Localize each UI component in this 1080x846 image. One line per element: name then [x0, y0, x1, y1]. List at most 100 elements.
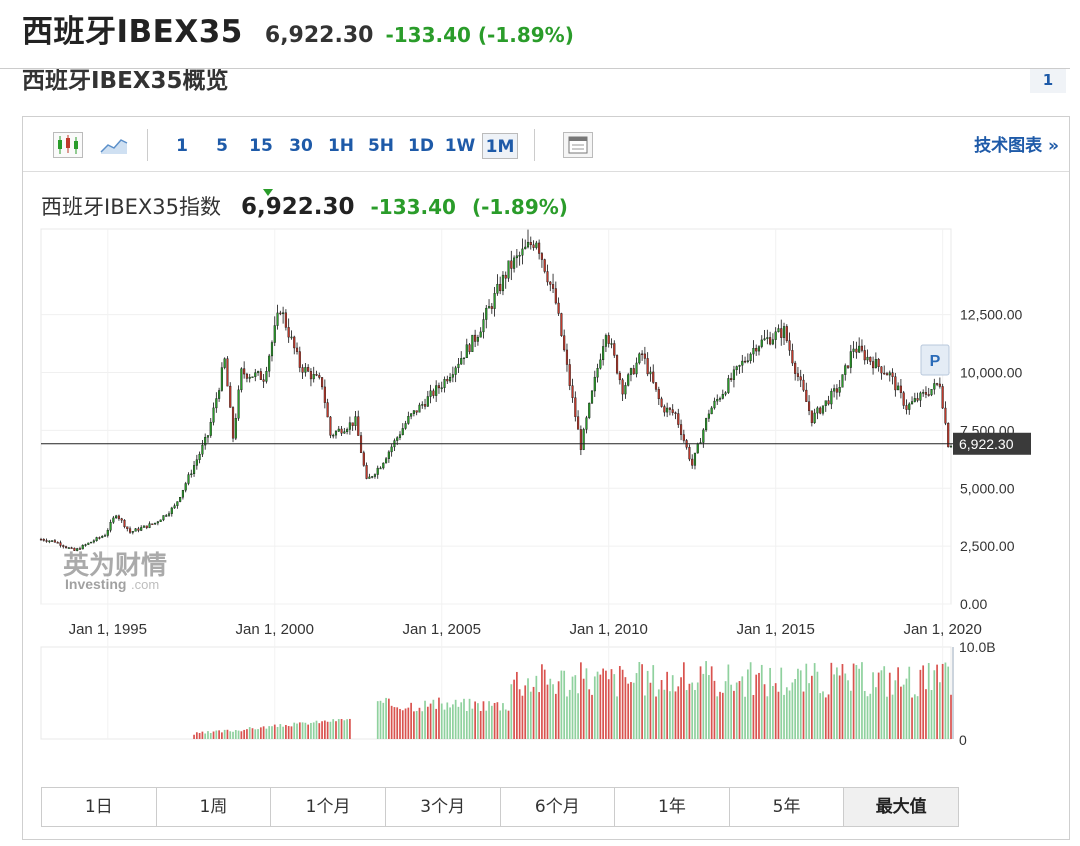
candle-body — [73, 547, 76, 551]
volume-bar — [243, 729, 246, 739]
volume-bar — [902, 684, 905, 739]
volume-bar — [847, 680, 849, 739]
interval-5[interactable]: 5 — [216, 136, 228, 156]
interval-1d[interactable]: 1D — [408, 136, 434, 156]
candle-body — [462, 357, 466, 360]
candle-body — [287, 327, 290, 338]
candle-body — [426, 396, 429, 407]
candle-body — [412, 410, 415, 414]
candle-body — [933, 383, 936, 390]
volume-bar — [688, 683, 691, 739]
candle-body — [128, 528, 132, 533]
candle-body — [677, 413, 680, 425]
range-5y[interactable]: 5年 — [730, 788, 845, 826]
volume-bar — [610, 669, 613, 739]
range-1d[interactable]: 1日 — [42, 788, 157, 826]
candle-body — [724, 392, 727, 395]
volume-bar — [936, 664, 938, 739]
chart-toolbar: 1 5 15 30 1H 5H 1D 1W 1M 技术图表 » — [23, 117, 1069, 172]
volume-bar — [580, 662, 582, 739]
volume-bar — [232, 731, 234, 739]
candle-body — [84, 544, 87, 546]
candle-body — [693, 452, 697, 466]
range-1m[interactable]: 1个月 — [271, 788, 386, 826]
candle-body — [585, 417, 588, 430]
volume-bar — [849, 690, 852, 739]
volume-bar — [541, 664, 543, 739]
candlestick-icon[interactable] — [53, 132, 83, 158]
volume-bar — [207, 731, 209, 739]
range-max[interactable]: 最大值 — [844, 788, 958, 826]
volume-bar — [671, 675, 674, 739]
volume-bar — [585, 668, 588, 739]
candle-body — [401, 428, 404, 435]
candle-body — [902, 392, 905, 406]
technical-chart-link[interactable]: 技术图表 » — [974, 136, 1059, 156]
candle-body — [240, 368, 243, 391]
volume-bar — [435, 708, 438, 739]
volume-tick-label: 0 — [959, 732, 967, 748]
volume-bar — [293, 722, 296, 739]
range-6m[interactable]: 6个月 — [501, 788, 616, 826]
candle-body — [334, 431, 338, 436]
volume-bar — [744, 696, 746, 739]
candle-body — [883, 372, 886, 375]
candle-body — [98, 537, 101, 539]
volume-bar — [482, 701, 485, 739]
candle-body — [229, 385, 232, 408]
volume-bar — [897, 667, 899, 739]
candle-body — [810, 410, 813, 423]
interval-1[interactable]: 1 — [176, 136, 188, 156]
range-1y[interactable]: 1年 — [615, 788, 730, 826]
interval-30[interactable]: 30 — [289, 136, 313, 156]
candle-body — [579, 429, 582, 450]
volume-bar — [752, 694, 755, 739]
volume-bar — [616, 696, 618, 739]
candle-body — [59, 542, 62, 546]
candle-body — [629, 368, 633, 375]
volume-bar — [234, 730, 237, 739]
volume-bar — [304, 722, 307, 739]
volume-bar — [193, 734, 195, 739]
candle-body — [821, 405, 825, 414]
calendar-icon[interactable] — [563, 132, 593, 158]
volume-bar — [262, 726, 265, 739]
interval-1w[interactable]: 1W — [444, 136, 476, 156]
volume-bar — [524, 685, 527, 739]
candle-body — [276, 312, 279, 326]
candle-body — [869, 356, 872, 362]
volume-bar — [852, 663, 855, 739]
volume-bar — [791, 682, 794, 739]
candle-body — [643, 353, 646, 359]
volume-bar — [315, 720, 318, 739]
candle-body — [752, 348, 755, 355]
interval-1m[interactable]: 1M — [482, 133, 518, 159]
candle-body — [554, 288, 557, 304]
overview-badge[interactable]: 1 — [1030, 69, 1066, 93]
volume-bar — [913, 694, 916, 739]
candle-body — [727, 378, 730, 393]
interval-15[interactable]: 15 — [249, 136, 273, 156]
quote-change: -133.40 — [370, 195, 456, 219]
range-1w[interactable]: 1周 — [157, 788, 272, 826]
interval-1h[interactable]: 1H — [327, 136, 355, 156]
candle-body — [346, 429, 349, 432]
candle-body — [549, 281, 552, 285]
candle-body — [64, 546, 68, 548]
range-3m[interactable]: 3个月 — [386, 788, 501, 826]
y-tick-label: 0.00 — [960, 596, 987, 612]
area-chart-icon[interactable] — [99, 132, 129, 158]
candle-body — [142, 525, 146, 528]
volume-bar — [858, 668, 861, 739]
volume-bar — [421, 711, 424, 739]
candle-body — [148, 523, 151, 528]
candle-body — [780, 328, 783, 338]
volume-bar — [426, 706, 429, 739]
candle-body — [273, 325, 276, 343]
interval-5h[interactable]: 5H — [367, 136, 395, 156]
price-chart[interactable]: 12,500.0010,000.007,500.005,000.002,500.… — [23, 117, 1069, 777]
volume-bar — [588, 689, 591, 739]
volume-bar — [760, 664, 763, 739]
volume-bar — [630, 682, 632, 739]
candle-body — [860, 345, 864, 351]
